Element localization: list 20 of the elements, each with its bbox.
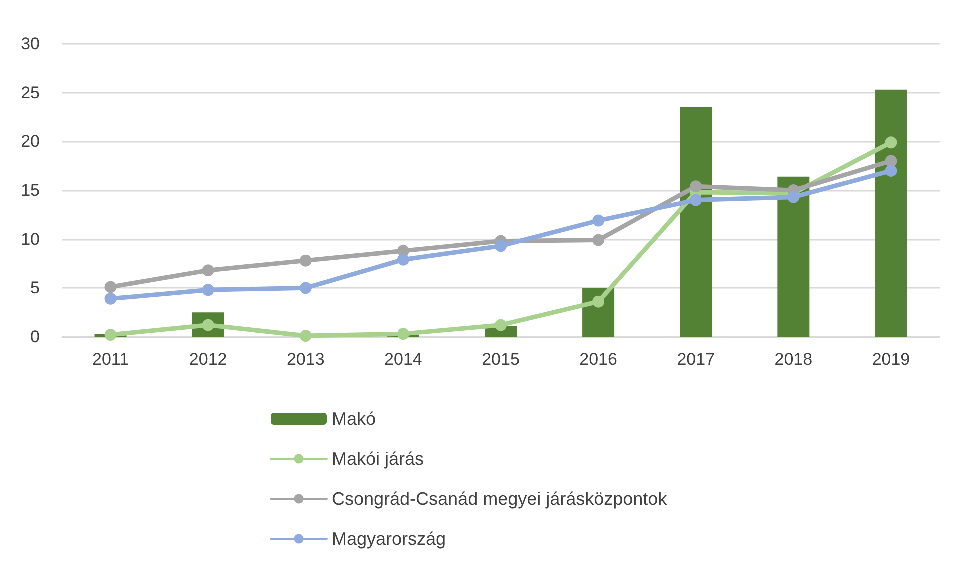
- y-tick-label: 10: [21, 230, 40, 249]
- y-tick-label: 5: [30, 278, 40, 298]
- x-tick-label: 2014: [384, 350, 422, 369]
- x-tick-label: 2012: [189, 350, 228, 369]
- x-tick-label: 2016: [580, 350, 618, 369]
- x-tick-label: 2019: [872, 350, 910, 369]
- y-tick-label: 30: [21, 34, 40, 54]
- x-tick-label: 2011: [92, 350, 130, 369]
- legend-label: Makó: [332, 409, 376, 429]
- y-tick-label: 25: [21, 83, 40, 102]
- legend-label: Magyarország: [332, 529, 446, 549]
- y-tick-label: 15: [21, 181, 40, 200]
- x-tick-label: 2015: [482, 350, 520, 369]
- x-tick-label: 2013: [286, 350, 325, 369]
- legend-label: Makói járás: [332, 449, 424, 469]
- legend-label: Csongrád-Csanád megyei járásközpontok: [332, 489, 668, 509]
- x-tick-label: 2018: [774, 350, 813, 369]
- x-tick-label: 2017: [677, 350, 716, 369]
- y-tick-label: 0: [30, 328, 40, 346]
- y-tick-label: 20: [21, 132, 40, 152]
